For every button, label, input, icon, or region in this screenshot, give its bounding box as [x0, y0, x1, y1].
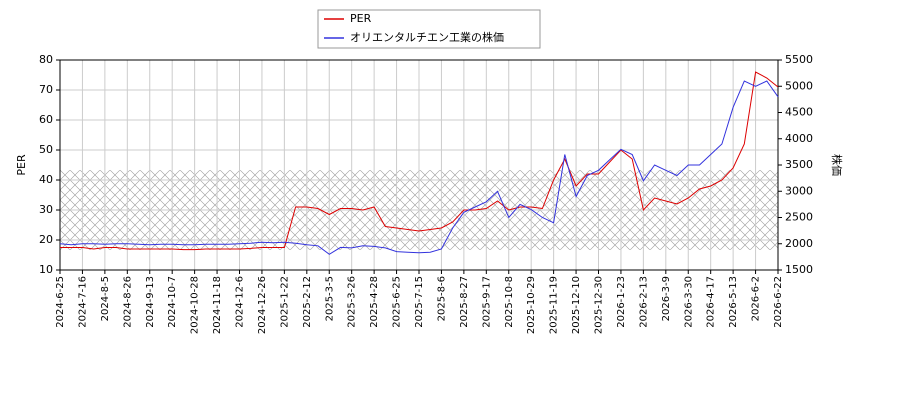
y2-tick-label: 1500	[785, 263, 813, 276]
y-tick-label: 70	[39, 83, 53, 96]
x-tick-label: 2026-2-13	[638, 276, 649, 328]
y2-axis-label: 株価	[830, 154, 844, 176]
y2-tick-label: 4500	[785, 106, 813, 119]
x-tick-label: 2025-4-28	[369, 276, 380, 328]
x-tick-label: 2025-2-12	[302, 276, 313, 328]
x-tick-label: 2025-8-27	[459, 276, 470, 328]
y-tick-label: 10	[39, 263, 53, 276]
legend-label: PER	[350, 12, 372, 25]
y-tick-label: 50	[39, 143, 53, 156]
y-tick-label: 60	[39, 113, 53, 126]
legend-box	[317, 9, 541, 49]
x-tick-label: 2024-10-28	[190, 276, 201, 334]
x-tick-label: 2025-12-10	[571, 276, 582, 334]
x-tick-label: 2024-8-26	[122, 276, 133, 328]
x-tick-label: 2025-10-8	[504, 276, 515, 328]
x-tick-label: 2025-6-25	[392, 276, 403, 328]
x-tick-label: 2024-7-16	[77, 276, 88, 328]
x-tick-label: 2026-1-23	[616, 276, 627, 328]
y2-tick-label: 5500	[785, 53, 813, 66]
x-tick-label: 2025-10-29	[526, 276, 537, 334]
y2-tick-label: 3000	[785, 184, 813, 197]
y-tick-label: 30	[39, 203, 53, 216]
x-tick-label: 2026-4-17	[706, 276, 717, 328]
series-line	[60, 71, 779, 251]
y-axis-label: PER	[15, 154, 28, 176]
x-tick-label: 2025-11-19	[549, 276, 560, 334]
x-tick-label: 2024-8-5	[100, 276, 111, 321]
x-tick-label: 2024-11-18	[212, 276, 223, 334]
x-tick-label: 2026-3-9	[661, 276, 672, 321]
x-tick-label: 2026-3-30	[683, 276, 694, 328]
x-tick-label: 2025-12-30	[594, 276, 605, 334]
x-tick-label: 2026-6-2	[751, 276, 762, 321]
legend-label: オリエンタルチエン工業の株価	[350, 30, 504, 44]
x-tick-label: 2025-3-26	[347, 276, 358, 328]
x-tick-label: 2026-6-22	[773, 276, 784, 328]
series-line	[59, 80, 779, 255]
x-tick-label: 2024-9-13	[145, 276, 156, 328]
x-tick-label: 2024-10-7	[167, 276, 178, 328]
x-tick-label: 2024-12-6	[235, 276, 246, 328]
y2-tick-label: 4000	[785, 132, 813, 145]
x-tick-label: 2025-3-5	[324, 276, 335, 321]
y2-tick-label: 2000	[785, 237, 813, 250]
y2-tick-label: 2500	[785, 211, 813, 224]
plot-frame	[59, 59, 779, 271]
y-tick-label: 80	[39, 53, 53, 66]
y2-tick-label: 5000	[785, 79, 813, 92]
y-tick-label: 20	[39, 233, 53, 246]
x-tick-label: 2024-12-26	[257, 276, 268, 334]
x-tick-label: 2025-8-6	[436, 276, 447, 321]
x-tick-label: 2025-1-22	[279, 276, 290, 328]
y2-tick-label: 3500	[785, 158, 813, 171]
x-tick-label: 2025-7-15	[414, 276, 425, 328]
y-tick-label: 40	[39, 173, 53, 186]
x-tick-label: 2024-6-25	[55, 276, 66, 328]
x-tick-label: 2026-5-13	[728, 276, 739, 328]
x-tick-label: 2025-9-17	[481, 276, 492, 328]
